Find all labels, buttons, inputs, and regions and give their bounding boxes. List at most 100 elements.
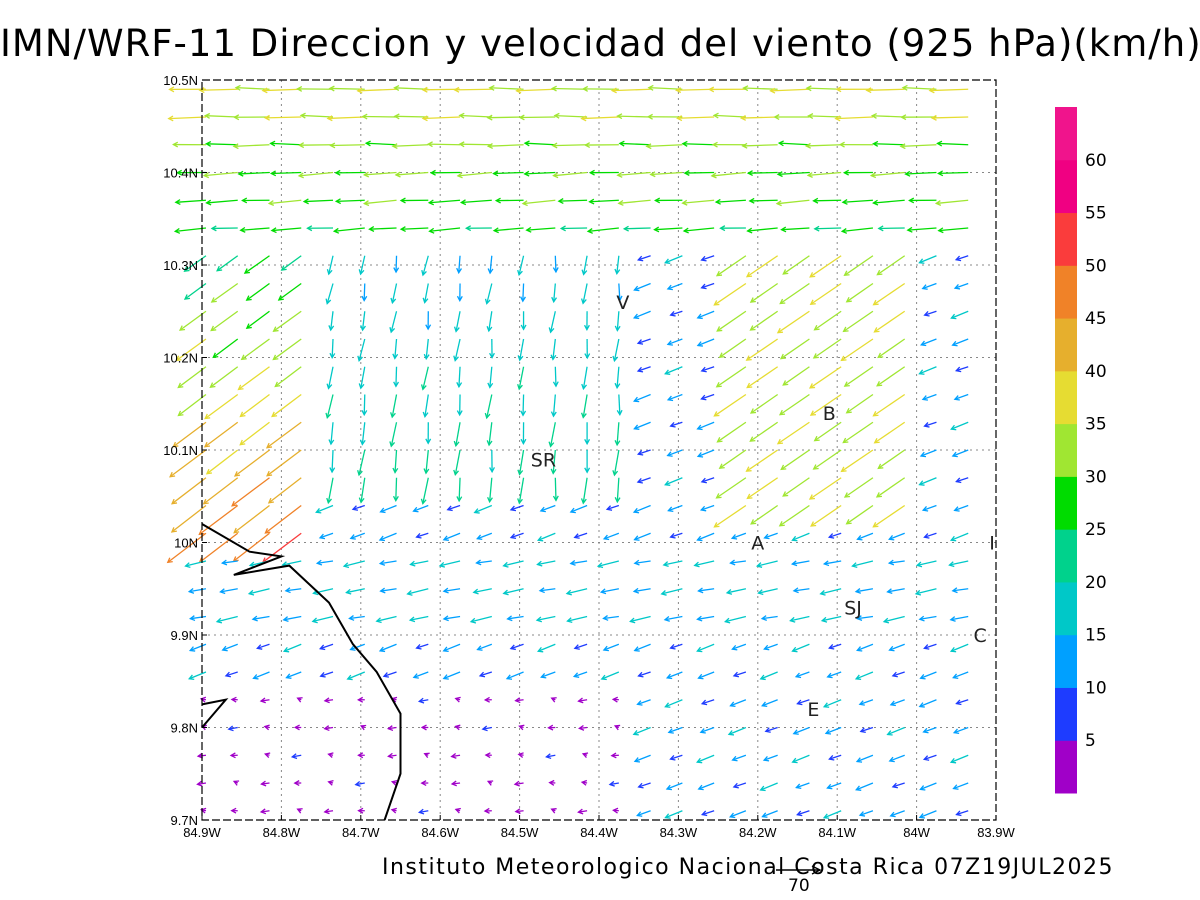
- wind-arrow: [812, 449, 842, 470]
- wind-arrow: [666, 393, 683, 402]
- wind-arrow: [949, 643, 969, 653]
- wind-arrow: [484, 283, 493, 305]
- wind-arrow: [813, 310, 842, 331]
- wind-arrow: [696, 615, 715, 622]
- wind-arrow: [791, 532, 810, 542]
- wind-arrow: [517, 477, 525, 505]
- wind-arrow: [792, 587, 810, 594]
- x-tick-label: 84.4W: [580, 825, 618, 840]
- wind-arrow: [390, 283, 398, 305]
- wind-arrow: [553, 112, 588, 119]
- wind-arrow: [232, 532, 270, 562]
- wind-arrow: [664, 366, 683, 375]
- wind-arrow: [334, 169, 365, 176]
- wind-arrow: [422, 394, 429, 418]
- wind-arrow: [326, 366, 334, 390]
- wind-arrow: [612, 338, 620, 363]
- wind-arrow: [713, 504, 747, 528]
- colorbar-tick-label: 40: [1085, 362, 1107, 382]
- wind-arrow: [454, 696, 461, 703]
- wind-arrow: [550, 808, 557, 814]
- wind-arrow: [514, 697, 524, 704]
- wind-arrow: [514, 808, 524, 815]
- wind-arrow: [828, 754, 842, 761]
- wind-arrow: [614, 477, 621, 504]
- wind-arrow: [392, 338, 399, 360]
- wind-arrow: [921, 393, 937, 401]
- wind-arrow: [423, 752, 430, 759]
- wind-arrow: [315, 559, 334, 566]
- wind-arrow: [596, 560, 620, 569]
- wind-arrow: [282, 615, 302, 622]
- wind-arrow: [921, 504, 937, 512]
- wind-arrow: [421, 86, 461, 93]
- wind-arrow: [210, 310, 239, 332]
- wind-arrow: [872, 282, 906, 306]
- wind-arrow: [205, 449, 239, 475]
- wind-arrow: [633, 532, 651, 541]
- wind-arrow: [492, 170, 524, 177]
- wind-arrow: [580, 779, 588, 786]
- wind-arrow: [241, 197, 270, 204]
- wind-arrow: [636, 255, 651, 262]
- wind-arrow: [951, 338, 969, 347]
- y-axis-ticks: 9.7N 9.8N 9.9N 10N 10.1N 10.2N 10.3N 10.4N 10.5N: [163, 73, 207, 828]
- wind-arrow: [453, 311, 461, 333]
- wind-arrow: [277, 282, 302, 301]
- wind-arrow: [612, 449, 620, 477]
- coastline: [201, 523, 402, 821]
- wind-arrow: [876, 366, 906, 387]
- wind-arrow: [280, 255, 302, 271]
- wind-arrow: [290, 753, 302, 760]
- wind-arrow: [319, 671, 334, 678]
- wind-arrow: [209, 366, 239, 389]
- wind-arrow: [712, 112, 746, 119]
- wind-arrow: [523, 170, 556, 177]
- wind-arrow: [667, 504, 683, 513]
- x-tick-label: 84.8W: [263, 825, 301, 840]
- wind-arrow: [348, 615, 365, 621]
- wind-arrow: [580, 115, 619, 122]
- wind-arrow: [425, 422, 432, 445]
- wind-arrow: [221, 643, 238, 652]
- wind-arrow: [888, 532, 905, 541]
- wind-arrow: [636, 366, 651, 373]
- wind-arrow: [876, 255, 906, 276]
- wind-arrow: [297, 171, 334, 179]
- wind-arrow: [326, 115, 365, 122]
- wind-arrow: [616, 394, 623, 417]
- wind-arrow: [231, 477, 270, 507]
- wind-arrow: [697, 671, 715, 680]
- wind-arrow: [873, 421, 906, 444]
- wind-arrow: [267, 477, 302, 504]
- wind-arrow: [919, 449, 937, 458]
- wind-arrow: [636, 810, 651, 817]
- wind-arrow: [334, 198, 365, 205]
- wind-arrow: [838, 141, 873, 148]
- wind-arrow: [245, 282, 270, 301]
- wind-arrow: [636, 449, 651, 456]
- wind-arrow: [361, 283, 368, 302]
- colorbar-segment: [1055, 529, 1077, 583]
- wind-arrow: [263, 724, 270, 731]
- wind-arrow: [936, 140, 969, 147]
- wind-arrow: [826, 671, 842, 679]
- wind-arrow: [586, 227, 619, 234]
- wind-arrow: [602, 532, 620, 541]
- wind-arrow: [708, 86, 746, 93]
- colorbar-segment: [1055, 159, 1077, 214]
- wind-arrow: [177, 366, 207, 389]
- wind-arrow: [453, 449, 461, 477]
- wind-arrow: [682, 227, 715, 234]
- wind-arrow: [937, 227, 969, 234]
- wind-arrow: [918, 699, 937, 708]
- wind-arrow: [486, 143, 524, 149]
- wind-arrow: [172, 141, 206, 148]
- wind-arrow: [270, 227, 302, 234]
- wind-arrow: [393, 85, 429, 91]
- wind-arrow: [923, 310, 937, 317]
- wind-arrow: [552, 255, 559, 274]
- colorbar-tick-label: 35: [1085, 415, 1107, 435]
- wind-arrow: [327, 752, 334, 759]
- wind-arrow: [755, 560, 778, 568]
